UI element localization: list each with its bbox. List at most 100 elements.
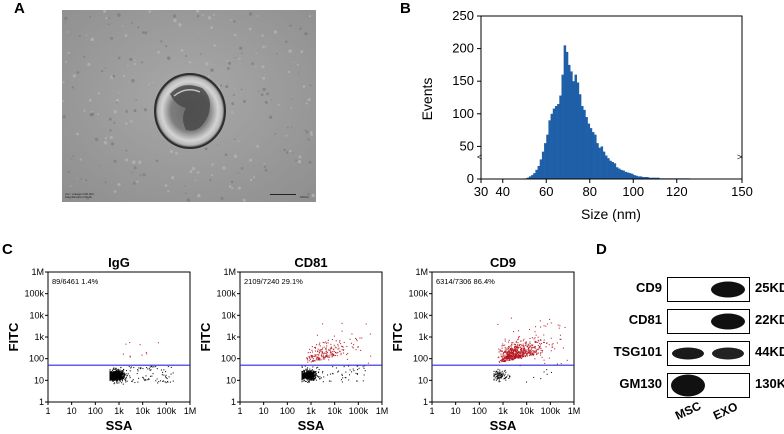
flow-event-point xyxy=(325,351,327,353)
speckle xyxy=(207,75,210,78)
flow-event-point xyxy=(512,342,514,344)
flow-event-point xyxy=(165,376,167,378)
flow-event-point xyxy=(112,375,114,377)
wb-band-box xyxy=(667,309,750,334)
flow-event-point xyxy=(162,380,164,382)
flow-event-point xyxy=(301,375,303,377)
flow-event-point xyxy=(342,346,344,348)
flow-event-point xyxy=(304,370,306,372)
flow-event-point xyxy=(497,372,499,374)
flow-event-point xyxy=(554,348,556,350)
flow-event-point xyxy=(522,340,524,342)
flow-event-point xyxy=(540,354,542,356)
flow-event-point xyxy=(156,378,158,380)
flow-event-point xyxy=(115,377,117,379)
flow-event-point xyxy=(315,358,317,360)
flow-event-point xyxy=(363,367,365,369)
flow-event-point xyxy=(540,378,542,380)
flow-event-point xyxy=(114,376,116,378)
flow-event-point xyxy=(312,351,314,353)
flow-event-point xyxy=(326,350,328,352)
flow-event-point xyxy=(331,355,333,357)
flow-event-point xyxy=(308,370,310,372)
flow-event-point xyxy=(317,359,319,361)
flow-event-point xyxy=(502,372,504,374)
flow-event-point xyxy=(530,348,532,350)
speckle xyxy=(180,48,184,52)
flow-event-point xyxy=(303,376,305,378)
x-tick-label: 100 xyxy=(472,406,487,416)
speckle xyxy=(72,155,75,158)
flow-event-point xyxy=(119,374,121,376)
flow-event-point xyxy=(111,371,113,373)
flow-event-point xyxy=(504,344,506,346)
flow-event-point xyxy=(560,338,562,340)
flow-event-point xyxy=(334,352,336,354)
flow-event-point xyxy=(493,378,495,380)
speckle xyxy=(105,17,108,20)
flow-event-point xyxy=(311,373,313,375)
flow-event-point xyxy=(495,374,497,376)
flow-event-point xyxy=(310,378,312,380)
flow-event-point xyxy=(305,368,307,370)
flow-event-point xyxy=(134,382,136,384)
flow-event-point xyxy=(496,376,498,378)
speckle xyxy=(111,142,115,146)
speckle xyxy=(238,57,241,60)
flow-event-point xyxy=(353,344,355,346)
flow-event-point xyxy=(125,379,127,381)
flow-event-point xyxy=(117,371,119,373)
speckle xyxy=(269,115,273,119)
flow-event-point xyxy=(310,379,312,381)
flow-event-point xyxy=(525,356,527,358)
speckle xyxy=(137,26,140,29)
speckle xyxy=(237,172,239,174)
flow-event-point xyxy=(330,347,332,349)
speckle xyxy=(131,79,135,83)
flow-event-point xyxy=(316,357,318,359)
flow-event-point xyxy=(113,379,115,381)
flow-event-point xyxy=(346,358,348,360)
speckle xyxy=(228,61,232,65)
flow-event-point xyxy=(508,350,510,352)
flow-event-point xyxy=(564,326,566,328)
speckle xyxy=(265,101,268,105)
flow-event-point xyxy=(122,383,124,385)
flow-event-point xyxy=(509,355,511,357)
speckle xyxy=(233,138,236,140)
flow-plot-title: CD81 xyxy=(294,255,327,270)
speckle xyxy=(117,91,120,94)
histogram-bar xyxy=(557,104,560,179)
flow-event-point xyxy=(146,367,148,369)
flow-event-point xyxy=(509,353,511,355)
histogram-bar xyxy=(531,175,534,179)
flow-event-point xyxy=(357,346,359,348)
flow-event-point xyxy=(304,376,306,378)
flow-event-point xyxy=(495,379,497,381)
flow-event-point xyxy=(556,342,558,344)
flow-event-point xyxy=(525,351,527,353)
y-tick-label: 10 xyxy=(418,375,428,385)
speckle xyxy=(228,185,232,188)
flow-event-point xyxy=(128,366,130,368)
flow-event-point xyxy=(536,352,538,354)
flow-event-point xyxy=(501,356,503,358)
flow-event-point xyxy=(151,375,153,377)
flow-event-point xyxy=(533,353,535,355)
speckle xyxy=(211,163,214,166)
histogram-bar xyxy=(583,109,586,179)
y-tick-label: 10k xyxy=(29,310,44,320)
flow-event-point xyxy=(509,356,511,358)
flow-event-point xyxy=(546,373,548,375)
flow-event-point xyxy=(328,380,330,382)
flow-event-point xyxy=(328,349,330,351)
flow-event-point xyxy=(113,375,115,377)
flow-xlabel: SSA xyxy=(106,418,133,433)
tem-micrograph: Acc. voltage=100.0kV Magnification=40.0k… xyxy=(62,10,316,202)
flow-event-point xyxy=(316,359,318,361)
speckle xyxy=(285,151,289,154)
flow-event-point xyxy=(117,378,119,380)
speckle xyxy=(142,173,146,177)
histogram-bar xyxy=(648,177,651,179)
flow-event-point xyxy=(498,375,500,377)
